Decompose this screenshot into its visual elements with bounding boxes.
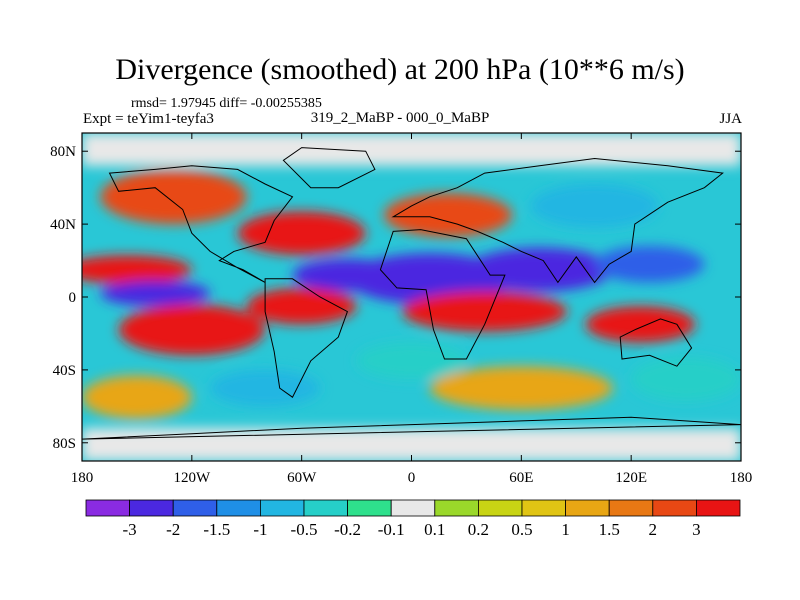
y-tick-label: 0	[69, 290, 77, 306]
field-layer	[82, 133, 741, 461]
colorbar-swatch	[129, 499, 174, 517]
colorbar-swatch	[477, 499, 523, 517]
coastline	[264, 278, 349, 398]
x-tick-label: 60E	[509, 470, 533, 486]
colorbar-swatch	[652, 499, 697, 517]
coastline	[82, 416, 741, 440]
colorbar-swatch	[85, 499, 130, 517]
experiment-label: Expt = teYim1-teyfa3	[83, 111, 214, 127]
y-tick-label: 80N	[50, 144, 76, 160]
chart-title: Divergence (smoothed) at 200 hPa (10**6 …	[115, 53, 685, 86]
field-feature	[466, 247, 613, 292]
colorbar-label: 1	[561, 520, 570, 539]
field-feature	[100, 169, 247, 225]
field-feature	[594, 245, 705, 283]
x-tick-label: 0	[408, 470, 416, 486]
field-feature	[100, 280, 211, 307]
colorbar-swatch	[608, 499, 654, 517]
field-feature	[585, 306, 696, 343]
colorbar-label: 0.2	[468, 520, 489, 539]
difference-label: 319_2_MaBP - 000_0_MaBP	[310, 110, 490, 126]
colorbar-swatch	[303, 499, 348, 517]
y-tick-label: 40S	[53, 363, 76, 379]
coastline	[391, 157, 724, 284]
colorbar: -3 -2 -1.5 -1 -0.5 -0.2 -0.1 0.1 0.2 0.5 1 1.5 2 3	[85, 499, 741, 539]
field-feature	[402, 291, 568, 332]
coastline	[282, 147, 376, 189]
y-tick-label: 40N	[50, 217, 76, 233]
coastline	[619, 318, 693, 367]
coastline	[379, 229, 506, 360]
colorbar-swatch	[347, 499, 392, 517]
field-feature	[82, 255, 192, 285]
colorbar-label: -2	[166, 520, 180, 539]
y-tick-label: 80S	[53, 436, 76, 452]
colorbar-label: 3	[692, 520, 701, 539]
field-feature	[237, 211, 366, 256]
field-feature	[631, 357, 741, 401]
colorbar-swatch	[259, 499, 305, 517]
field-feature	[530, 184, 659, 228]
field-feature	[82, 375, 192, 420]
colorbar-swatch	[521, 499, 566, 517]
colorbar-label: -0.5	[291, 520, 318, 539]
season-label: JJA	[719, 111, 742, 127]
x-tick-label: 180	[71, 470, 94, 486]
colorbar-swatch	[565, 499, 610, 517]
field-feature	[246, 287, 357, 325]
x-tick-label: 120E	[615, 470, 647, 486]
colorbar-label: 0.5	[511, 520, 532, 539]
x-tick-label: 60W	[287, 470, 317, 486]
colorbar-label: 1.5	[599, 520, 620, 539]
colorbar-swatch	[216, 499, 261, 517]
field-feature	[118, 304, 266, 356]
colorbar-swatch	[696, 499, 741, 517]
x-tick-label: 180	[730, 470, 753, 486]
coastline	[108, 165, 294, 283]
colorbar-swatch	[172, 499, 218, 517]
field-feature	[356, 342, 467, 379]
field-feature	[429, 366, 613, 410]
colorbar-label: 0.1	[424, 520, 445, 539]
colorbar-swatch	[434, 499, 479, 517]
colorbar-label: -1	[253, 520, 267, 539]
colorbar-label: 2	[649, 520, 658, 539]
colorbar-label: -1.5	[203, 520, 230, 539]
coastline-layer	[82, 147, 741, 440]
colorbar-swatch	[390, 499, 436, 517]
colorbar-label: -0.2	[334, 520, 361, 539]
colorbar-label: -0.1	[378, 520, 405, 539]
x-tick-label: 120W	[173, 470, 211, 486]
axes-layer: 180 120W 60W 0 60E 120E 180 80N 40N 0 40S 80S	[50, 133, 752, 486]
colorbar-label: -3	[123, 520, 137, 539]
stats-text: rmsd= 1.97945 diff= -0.00255385	[131, 96, 322, 111]
